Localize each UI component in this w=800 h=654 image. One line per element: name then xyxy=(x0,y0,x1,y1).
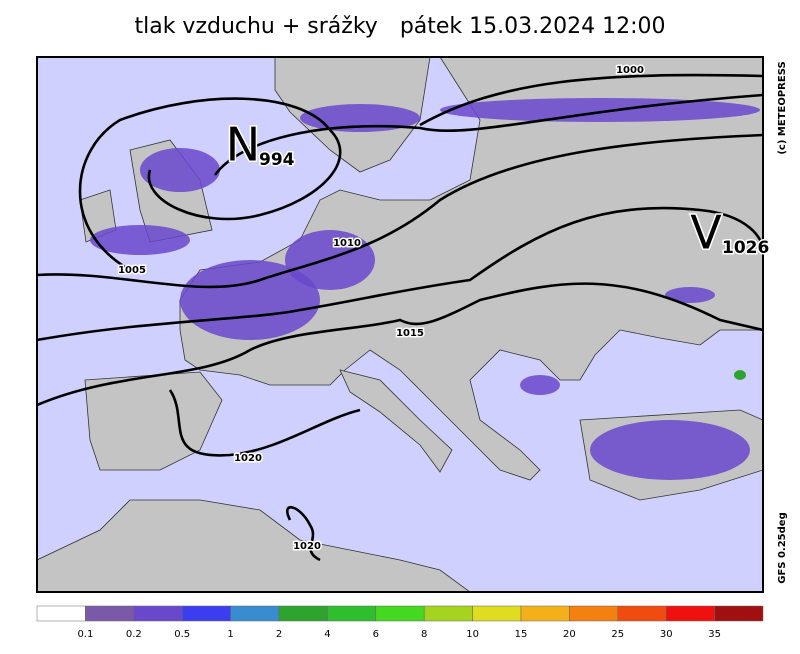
italy xyxy=(339,369,453,473)
center-value: 994 xyxy=(259,150,295,170)
legend: 0.1 0.2 0.5 1 2 4 6 8 10 15 20 25 30 35 xyxy=(36,605,764,640)
legend-swatch xyxy=(665,605,715,622)
title-main: tlak vzduchu + srážky xyxy=(134,14,377,39)
legend-swatch xyxy=(36,605,86,622)
isobar-label: 1015 xyxy=(396,328,424,339)
legend-swatch xyxy=(520,605,570,622)
map xyxy=(37,57,763,592)
legend-label: 2 xyxy=(276,629,282,640)
africa xyxy=(37,499,471,592)
legend-swatch xyxy=(230,605,280,622)
legend-swatch xyxy=(375,605,425,622)
legend-swatch xyxy=(181,605,231,622)
legend-swatch xyxy=(278,605,328,622)
model-name: GFS 0.25deg xyxy=(777,512,788,584)
legend-label: 0.5 xyxy=(174,629,190,640)
legend-label: 0.1 xyxy=(77,629,93,640)
legend-label: 4 xyxy=(324,629,330,640)
title-date: pátek 15.03.2024 12:00 xyxy=(400,14,666,39)
center-letter: V xyxy=(690,206,722,260)
isobar-label: 1010 xyxy=(333,238,361,249)
legend-swatch xyxy=(472,605,522,622)
legend-swatch xyxy=(617,605,667,622)
isobar-label: 1000 xyxy=(616,65,644,76)
copyright: (c) METEOPRESS xyxy=(777,61,788,154)
isobar-label: 1020 xyxy=(234,453,262,464)
legend-label: 30 xyxy=(660,629,673,640)
legend-label: 6 xyxy=(373,629,379,640)
legend-swatch xyxy=(714,605,764,622)
legend-swatch xyxy=(423,605,473,622)
title: tlak vzduchu + srážky pátek 15.03.2024 12… xyxy=(134,14,665,39)
legend-label: 25 xyxy=(611,629,624,640)
legend-swatch xyxy=(133,605,183,622)
map-frame xyxy=(36,56,764,593)
legend-swatch xyxy=(327,605,377,622)
center-value: 1026 xyxy=(722,238,769,258)
legend-label: 10 xyxy=(466,629,479,640)
legend-swatch xyxy=(85,605,135,622)
legend-label: 15 xyxy=(515,629,528,640)
legend-label: 0.2 xyxy=(126,629,142,640)
legend-swatch xyxy=(569,605,619,622)
isobar-label: 1005 xyxy=(118,265,146,276)
legend-label: 8 xyxy=(421,629,427,640)
legend-label: 20 xyxy=(563,629,576,640)
isobar-label: 1020 xyxy=(293,541,321,552)
center-letter: N xyxy=(226,118,260,172)
legend-label: 35 xyxy=(708,629,721,640)
isobars xyxy=(37,73,763,562)
legend-label: 1 xyxy=(227,629,233,640)
mainland xyxy=(179,57,763,481)
